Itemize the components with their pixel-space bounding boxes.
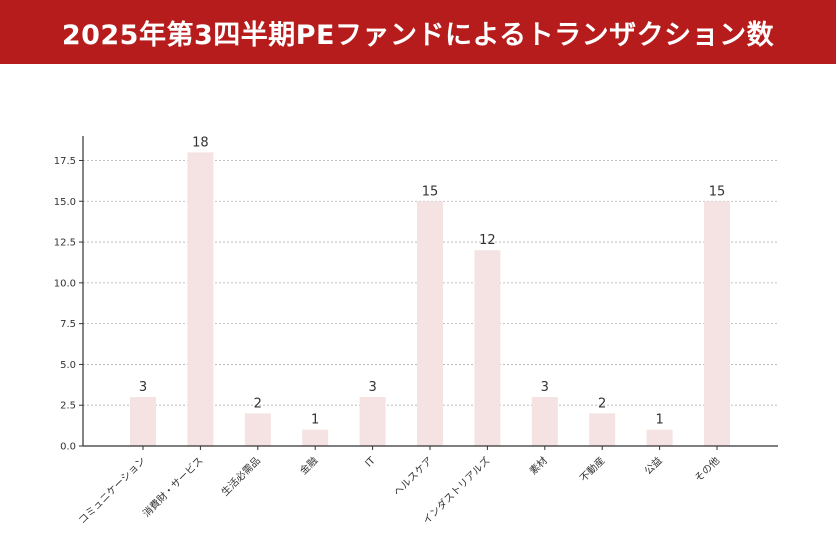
data-label: 15	[709, 184, 726, 199]
data-label: 2	[254, 396, 262, 411]
data-label: 12	[479, 233, 496, 248]
x-tick-label: コミュニケーション	[76, 455, 148, 527]
data-label: 3	[368, 380, 376, 395]
data-label: 18	[192, 135, 209, 150]
chart-header: 2025年第3四半期PEファンドによるトランザクション数	[0, 0, 836, 64]
y-tick-label: 2.5	[60, 401, 76, 412]
bar	[302, 429, 329, 446]
bar	[704, 201, 730, 446]
x-tick-label: 消費財・サービス	[140, 454, 206, 520]
y-tick-label: 10.0	[54, 278, 76, 289]
y-tick-label: 0.0	[60, 442, 76, 453]
y-tick-label: 15.0	[54, 197, 76, 208]
data-label: 15	[422, 184, 439, 199]
bar	[417, 201, 443, 446]
data-labels: 3 18 2 1 3 15 12 3 2 1 15	[139, 135, 725, 427]
bar	[474, 250, 501, 446]
bar	[531, 397, 558, 446]
data-label: 3	[139, 380, 147, 395]
data-label: 2	[598, 396, 606, 411]
y-tick-label: 12.5	[54, 238, 76, 249]
data-label: 1	[311, 413, 319, 428]
y-tick-label: 17.5	[54, 156, 76, 167]
bar	[359, 397, 386, 446]
x-tick-label: IT	[364, 455, 379, 470]
y-tick-label: 5.0	[60, 360, 76, 371]
axes: 0.0 2.5 5.0 7.5 10.0 12.5 15.0 17.5 コミュニケーション消費財…	[54, 136, 778, 527]
bars	[130, 152, 730, 446]
y-tick-label: 7.5	[60, 319, 76, 330]
bar-chart: 3 18 2 1 3 15 12 3 2 1 15 0.0 2.5 5.0 7.5 10.0 12.5 15.0…	[54, 135, 778, 527]
chart-area: 3 18 2 1 3 15 12 3 2 1 15 0.0 2.5 5.0 7.5 10.0 12.5 15.0…	[0, 64, 836, 545]
bar	[244, 413, 271, 446]
data-label: 3	[541, 380, 549, 395]
data-label: 1	[655, 413, 663, 428]
bar	[589, 413, 616, 446]
bar	[187, 152, 214, 446]
x-tick-label: その他	[692, 454, 722, 484]
x-tick-label: 素材	[527, 454, 550, 477]
x-tick-label: 金融	[297, 454, 320, 477]
bar	[646, 429, 673, 446]
x-tick-label: 不動産	[577, 454, 607, 484]
bar	[130, 397, 156, 446]
x-tick-label: ヘルスケア	[391, 455, 435, 499]
chart-title: 2025年第3四半期PEファンドによるトランザクション数	[61, 19, 775, 51]
x-tick-label: 生活必需品	[218, 454, 263, 499]
x-tick-label: 公益	[641, 454, 664, 477]
